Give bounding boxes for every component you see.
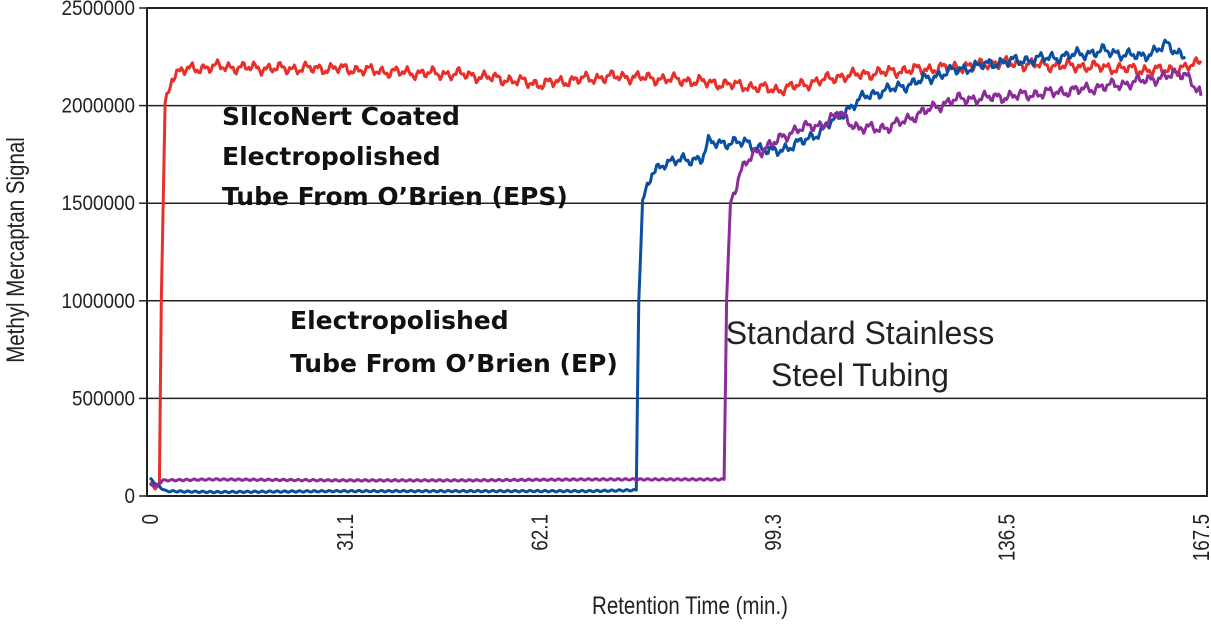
x-tick-label: 167.5: [1189, 514, 1211, 561]
x-tick-label: 99.3: [761, 514, 786, 551]
x-tick-label: 0: [138, 514, 163, 525]
annotation-eps-line-1: SIlcoNert Coated: [222, 102, 460, 131]
annotation-eps-line-3: Tube From O’Brien (EPS): [222, 182, 568, 211]
y-tick-label: 500000: [72, 388, 135, 411]
x-ticks: 0 31.1 62.1 99.3 136.5 167.5: [138, 514, 1211, 561]
x-tick-label: 62.1: [528, 514, 553, 551]
series-line-0: [149, 55, 1203, 491]
annotation-ep: Electropolished Tube From O’Brien (EP): [290, 306, 618, 378]
y-axis-label: Methyl Mercaptan Signal: [1, 137, 29, 363]
series-line-1: [148, 38, 1187, 495]
y-tick-label: 0: [124, 485, 135, 508]
y-tick-label: 1000000: [61, 290, 135, 313]
series-lines: [148, 38, 1203, 495]
x-axis-label: Retention Time (min.): [592, 591, 788, 619]
x-tick-label: 136.5: [995, 514, 1020, 561]
axes: [146, 7, 1208, 497]
annotation-eps: SIlcoNert Coated Electropolished Tube Fr…: [222, 102, 568, 211]
annotation-ep-line-1: Electropolished: [290, 306, 509, 335]
y-tick-label: 1500000: [61, 192, 135, 215]
annotation-eps-line-2: Electropolished: [222, 142, 441, 171]
y-ticks: 0 500000 1000000 1500000 2000000 2500000: [61, 0, 147, 508]
annotation-ss-line-2: Steel Tubing: [771, 357, 949, 393]
annotation-ep-line-2: Tube From O’Brien (EP): [290, 349, 618, 378]
y-tick-label: 2000000: [61, 95, 135, 118]
y-tick-label: 2500000: [61, 0, 135, 20]
annotation-ss: Standard Stainless Steel Tubing: [726, 315, 995, 393]
x-tick-label: 31.1: [333, 514, 358, 551]
series-line-2: [149, 67, 1203, 488]
plot-frame: [146, 7, 1208, 497]
annotation-ss-line-1: Standard Stainless: [726, 315, 995, 351]
